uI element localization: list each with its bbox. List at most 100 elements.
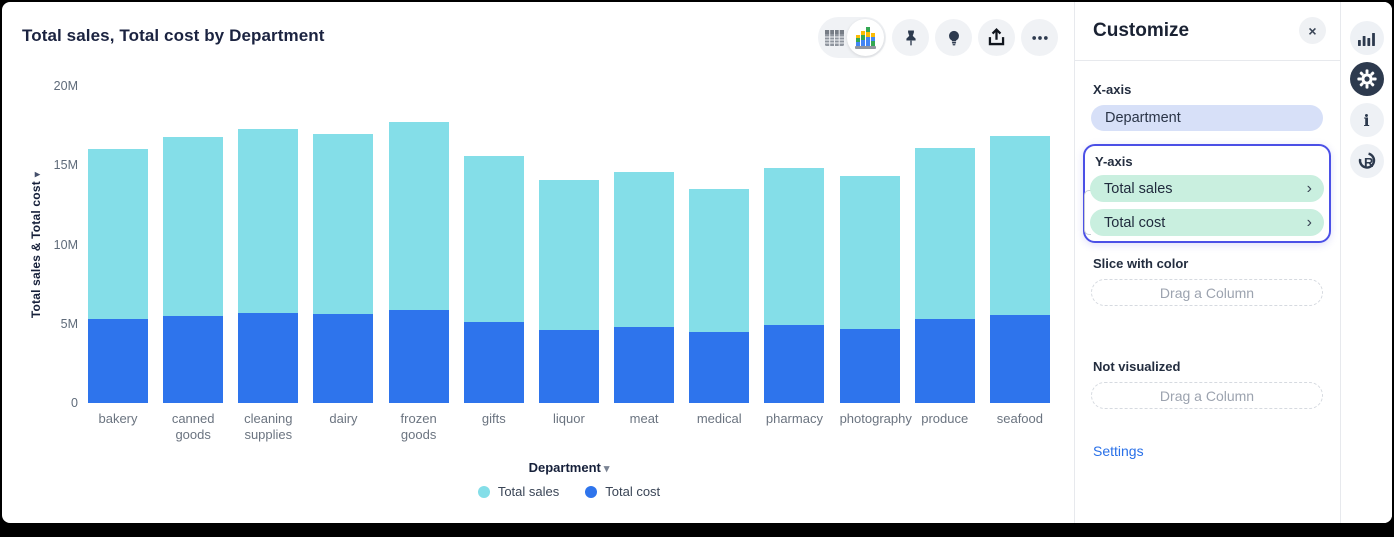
bar[interactable] xyxy=(839,176,900,403)
x-tick-label: canned goods xyxy=(171,411,215,442)
bar-segment-sales[interactable] xyxy=(689,189,750,332)
plot-area xyxy=(88,86,1050,403)
insights-button[interactable] xyxy=(935,19,972,56)
x-tick-label: meat xyxy=(629,411,659,426)
settings-link[interactable]: Settings xyxy=(1093,443,1144,459)
bar-segment-cost[interactable] xyxy=(989,315,1050,403)
x-axis-column-pill[interactable]: Department xyxy=(1091,105,1323,131)
y-tick-label: 20M xyxy=(53,79,78,93)
x-tick-label: cleaning supplies xyxy=(244,411,293,442)
y-axis-pills: Total sales › Total cost › xyxy=(1085,175,1329,243)
pin-icon xyxy=(901,28,921,48)
bar-segment-cost[interactable] xyxy=(88,319,148,403)
legend-label: Total cost xyxy=(605,484,661,499)
bar-segment-cost[interactable] xyxy=(614,326,675,403)
close-icon: × xyxy=(1308,22,1317,39)
bar-segment-cost[interactable] xyxy=(538,330,599,403)
bar[interactable] xyxy=(614,171,675,403)
bar[interactable] xyxy=(88,149,148,403)
bar-segment-cost[interactable] xyxy=(388,309,449,403)
info-icon: i xyxy=(1363,110,1370,130)
x-axis-title[interactable]: Department ▾ xyxy=(528,460,610,475)
y-axis-column-pill[interactable]: Total sales › xyxy=(1090,175,1324,202)
legend-item[interactable]: Total cost xyxy=(585,484,660,499)
y-axis-ticks: 0 5M 10M 15M 20M xyxy=(32,79,78,410)
legend-item[interactable]: Total sales xyxy=(477,484,560,499)
table-view-icon[interactable] xyxy=(825,29,844,46)
legend: Total sales Total cost xyxy=(88,484,1050,499)
slice-with-color-label: Slice with color xyxy=(1093,256,1189,271)
view-toggle[interactable] xyxy=(818,17,886,58)
bar-segment-sales[interactable] xyxy=(313,133,374,315)
bar-segment-sales[interactable] xyxy=(88,149,148,319)
bar-segment-sales[interactable] xyxy=(463,155,524,323)
svg-text:R: R xyxy=(1364,155,1374,170)
chevron-right-icon: › xyxy=(1306,213,1312,231)
chevron-right-icon: › xyxy=(1306,179,1312,197)
bar-chart-view-icon[interactable] xyxy=(847,19,884,56)
bar[interactable] xyxy=(463,155,524,403)
bar-segment-sales[interactable] xyxy=(614,171,675,327)
divider xyxy=(1075,60,1340,61)
r-script-button[interactable]: R xyxy=(1349,144,1384,178)
bar[interactable] xyxy=(388,122,449,403)
x-tick-label: produce xyxy=(921,411,969,426)
chart-tools-button[interactable] xyxy=(1349,21,1384,55)
bar-segment-cost[interactable] xyxy=(238,312,299,403)
y-axis-field-label: Y-axis xyxy=(1095,154,1133,169)
close-panel-button[interactable]: × xyxy=(1299,17,1326,44)
x-tick-label: pharmacy xyxy=(765,411,823,426)
customize-settings-button[interactable] xyxy=(1349,62,1384,96)
bar-segment-sales[interactable] xyxy=(238,128,299,313)
bar-segment-sales[interactable] xyxy=(538,179,599,331)
chart-pane: Total sales, Total cost by Department xyxy=(2,2,1075,523)
slice-with-color-dropzone[interactable]: Drag a Column xyxy=(1091,279,1323,306)
chart-title: Total sales, Total cost by Department xyxy=(22,26,325,45)
x-tick-label: liquor xyxy=(553,411,585,426)
bar-segment-sales[interactable] xyxy=(163,136,224,316)
bar[interactable] xyxy=(313,133,374,403)
ellipsis-icon xyxy=(1030,28,1050,48)
x-tick-label: photography xyxy=(839,411,912,426)
bar-segment-sales[interactable] xyxy=(989,135,1050,316)
bar[interactable] xyxy=(238,128,299,403)
bar-segment-sales[interactable] xyxy=(764,168,825,326)
bar[interactable] xyxy=(163,136,224,403)
y-tick-label: 15M xyxy=(53,158,78,173)
bar-segment-sales[interactable] xyxy=(839,176,900,329)
y-axis-column-label: Total cost xyxy=(1104,214,1166,231)
bar[interactable] xyxy=(538,179,599,403)
legend-dot xyxy=(477,485,490,498)
chevron-down-icon: ▾ xyxy=(603,463,610,475)
bar-segment-cost[interactable] xyxy=(463,322,524,403)
x-tick-label: dairy xyxy=(329,411,358,426)
bar-segment-sales[interactable] xyxy=(914,147,975,319)
more-options-button[interactable] xyxy=(1021,19,1058,56)
bar-segment-cost[interactable] xyxy=(914,319,975,403)
info-button[interactable]: i xyxy=(1349,103,1384,137)
share-button[interactable] xyxy=(978,19,1015,56)
bar-segment-sales[interactable] xyxy=(388,122,449,310)
x-tick-label: gifts xyxy=(481,411,506,426)
x-tick-label: seafood xyxy=(996,411,1043,426)
bar-segment-cost[interactable] xyxy=(163,315,224,403)
bar[interactable] xyxy=(989,135,1050,403)
bar-segment-cost[interactable] xyxy=(764,325,825,403)
bar-segment-cost[interactable] xyxy=(313,314,374,403)
bars xyxy=(88,86,1050,403)
not-visualized-dropzone[interactable]: Drag a Column xyxy=(1091,382,1323,409)
r-logo-icon: R xyxy=(1356,150,1378,172)
bar-segment-cost[interactable] xyxy=(839,328,900,403)
y-tick-label: 10M xyxy=(53,237,78,252)
bar[interactable] xyxy=(689,189,750,403)
bar-segment-cost[interactable] xyxy=(689,331,750,403)
y-tick-label: 0 xyxy=(71,396,78,410)
bar[interactable] xyxy=(764,168,825,403)
y-axis-drag-bracket xyxy=(1084,190,1091,235)
legend-label: Total sales xyxy=(497,484,560,499)
right-icon-strip: i R xyxy=(1341,2,1392,523)
x-axis-labels: bakery canned goods cleaning supplies dairy… xyxy=(88,411,1050,443)
pin-button[interactable] xyxy=(892,19,929,56)
bar[interactable] xyxy=(914,147,975,403)
y-axis-column-pill[interactable]: Total cost › xyxy=(1090,209,1324,236)
